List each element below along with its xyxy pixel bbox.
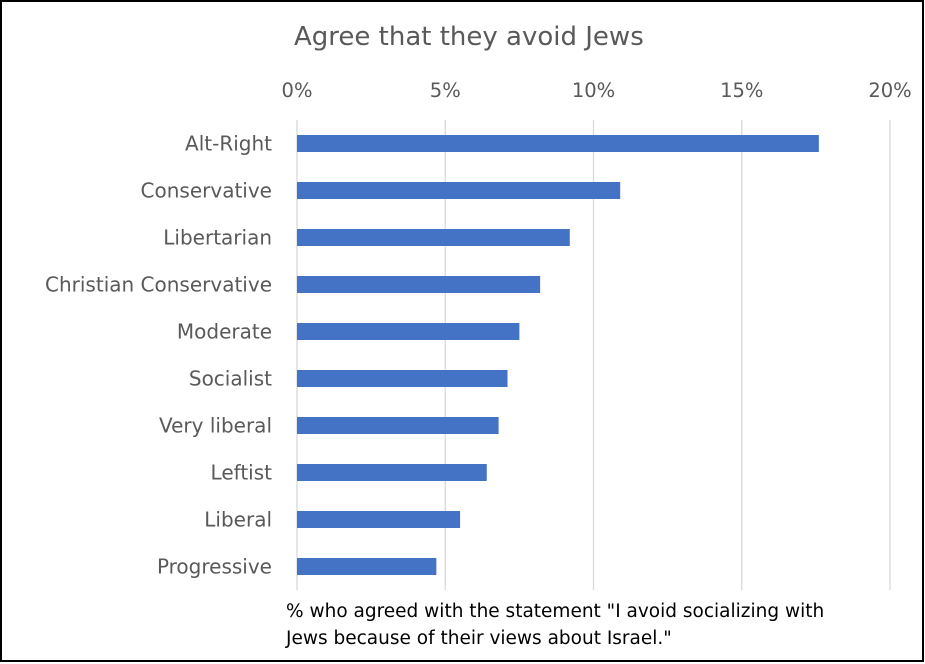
- x-tick-label: 5%: [430, 79, 461, 102]
- footnote-line-1: % who agreed with the statement "I avoid…: [286, 601, 825, 622]
- bar: [297, 182, 621, 199]
- category-label: Progressive: [157, 555, 272, 579]
- footnote-line-2: Jews because of their views about Israel…: [286, 628, 672, 649]
- bar: [297, 558, 437, 575]
- category-label: Socialist: [189, 367, 272, 391]
- bar: [297, 464, 487, 481]
- x-tick-label: 10%: [572, 79, 615, 102]
- x-tick-label: 0%: [282, 79, 313, 102]
- x-tick-label: 15%: [720, 79, 763, 102]
- category-label: Very liberal: [159, 414, 272, 438]
- category-label: Libertarian: [163, 226, 272, 250]
- category-label: Alt-Right: [185, 132, 272, 156]
- category-label: Liberal: [204, 508, 272, 532]
- category-label: Leftist: [211, 461, 273, 485]
- chart-footnote: % who agreed with the statement "I avoid…: [286, 598, 886, 652]
- bar: [297, 511, 461, 528]
- category-label: Christian Conservative: [45, 273, 272, 297]
- category-label: Moderate: [177, 320, 272, 344]
- chart-title: Agree that they avoid Jews: [294, 22, 644, 52]
- bar: [297, 417, 499, 434]
- category-label: Conservative: [141, 179, 272, 203]
- bar: [297, 229, 570, 246]
- bar: [297, 135, 819, 152]
- bar: [297, 370, 508, 387]
- bar: [297, 276, 541, 293]
- x-tick-label: 20%: [868, 79, 911, 102]
- bar: [297, 323, 520, 340]
